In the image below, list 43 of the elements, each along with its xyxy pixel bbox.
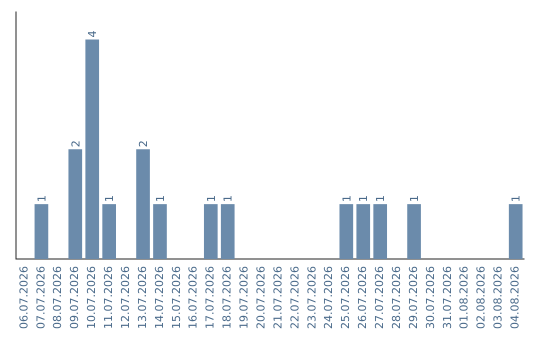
x-tick-label: 08.07.2026	[51, 266, 64, 330]
x-tick-label: 30.07.2026	[424, 266, 437, 330]
x-tick-label: 15.07.2026	[170, 266, 183, 330]
x-tick-label: 10.07.2026	[85, 266, 98, 330]
x-tick-label: 22.07.2026	[288, 266, 302, 330]
x-tick-label: 14.07.2026	[152, 266, 166, 330]
data-label: 1	[357, 195, 370, 202]
data-label: 1	[154, 195, 167, 202]
x-tick-label: 12.07.2026	[118, 266, 132, 330]
x-tick-label: 09.07.2026	[68, 266, 82, 330]
x-tick-label: 02.08.2026	[474, 266, 488, 330]
data-label: 1	[35, 195, 48, 202]
data-label: 2	[69, 140, 82, 148]
x-tick-label: 11.07.2026	[102, 266, 116, 330]
data-label: 4	[86, 30, 100, 38]
x-tick-label: 19.07.2026	[238, 266, 251, 330]
data-label: 1	[408, 195, 422, 202]
x-tick-label: 18.07.2026	[220, 266, 234, 330]
x-tick-label: 06.07.2026	[17, 266, 30, 330]
data-label: 1	[204, 195, 218, 202]
x-tick-label: 29.07.2026	[406, 266, 420, 330]
x-tick-label: 16.07.2026	[186, 266, 200, 330]
x-tick-label: 26.07.2026	[356, 266, 370, 330]
x-tick-label: 28.07.2026	[390, 266, 403, 330]
x-tick-label: 04.08.2026	[508, 266, 522, 330]
x-tick-label: 31.07.2026	[440, 266, 454, 330]
x-tick-label: 21.07.2026	[271, 266, 284, 330]
x-tick-label: 07.07.2026	[34, 266, 48, 330]
x-tick-label: 27.07.2026	[373, 266, 386, 330]
data-label: 1	[103, 195, 116, 202]
x-tick-label: 13.07.2026	[136, 266, 149, 330]
x-tick-label: 17.07.2026	[204, 266, 217, 330]
x-tick-label: 03.08.2026	[492, 266, 505, 330]
x-tick-label: 25.07.2026	[339, 266, 352, 330]
x-tick-label: 01.08.2026	[458, 266, 471, 330]
data-label: 1	[510, 195, 523, 202]
data-label: 1	[374, 195, 388, 202]
data-label: 1	[222, 195, 235, 202]
data-label: 1	[340, 195, 354, 202]
x-tick-label: 23.07.2026	[305, 266, 318, 330]
x-tick-label: 24.07.2026	[322, 266, 336, 330]
data-label: 2	[137, 140, 150, 148]
x-tick-label: 20.07.2026	[254, 266, 268, 330]
